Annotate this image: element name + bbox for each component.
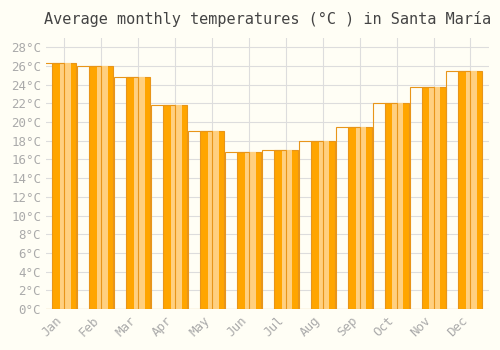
Bar	[466, 71, 477, 309]
Bar	[311, 141, 335, 309]
Title: Average monthly temperatures (°C ) in Santa María: Average monthly temperatures (°C ) in Sa…	[44, 11, 491, 27]
Bar	[299, 141, 323, 309]
Bar	[348, 127, 372, 309]
Bar	[384, 103, 408, 309]
Bar	[392, 103, 403, 309]
Bar	[446, 71, 470, 309]
Bar	[237, 152, 261, 309]
Bar	[422, 86, 446, 309]
Bar	[208, 131, 218, 309]
Bar	[262, 150, 286, 309]
Bar	[90, 66, 114, 309]
Bar	[372, 103, 396, 309]
Bar	[78, 66, 102, 309]
Bar	[52, 63, 76, 309]
Bar	[430, 86, 440, 309]
Bar	[151, 105, 175, 309]
Bar	[163, 105, 187, 309]
Bar	[336, 127, 359, 309]
Bar	[97, 66, 108, 309]
Bar	[318, 141, 330, 309]
Bar	[134, 77, 145, 309]
Bar	[245, 152, 256, 309]
Bar	[282, 150, 292, 309]
Bar	[114, 77, 138, 309]
Bar	[356, 127, 366, 309]
Bar	[458, 71, 482, 309]
Bar	[410, 86, 434, 309]
Bar	[274, 150, 298, 309]
Bar	[171, 105, 182, 309]
Bar	[225, 152, 249, 309]
Bar	[188, 131, 212, 309]
Bar	[126, 77, 150, 309]
Bar	[200, 131, 224, 309]
Bar	[40, 63, 64, 309]
Bar	[60, 63, 71, 309]
